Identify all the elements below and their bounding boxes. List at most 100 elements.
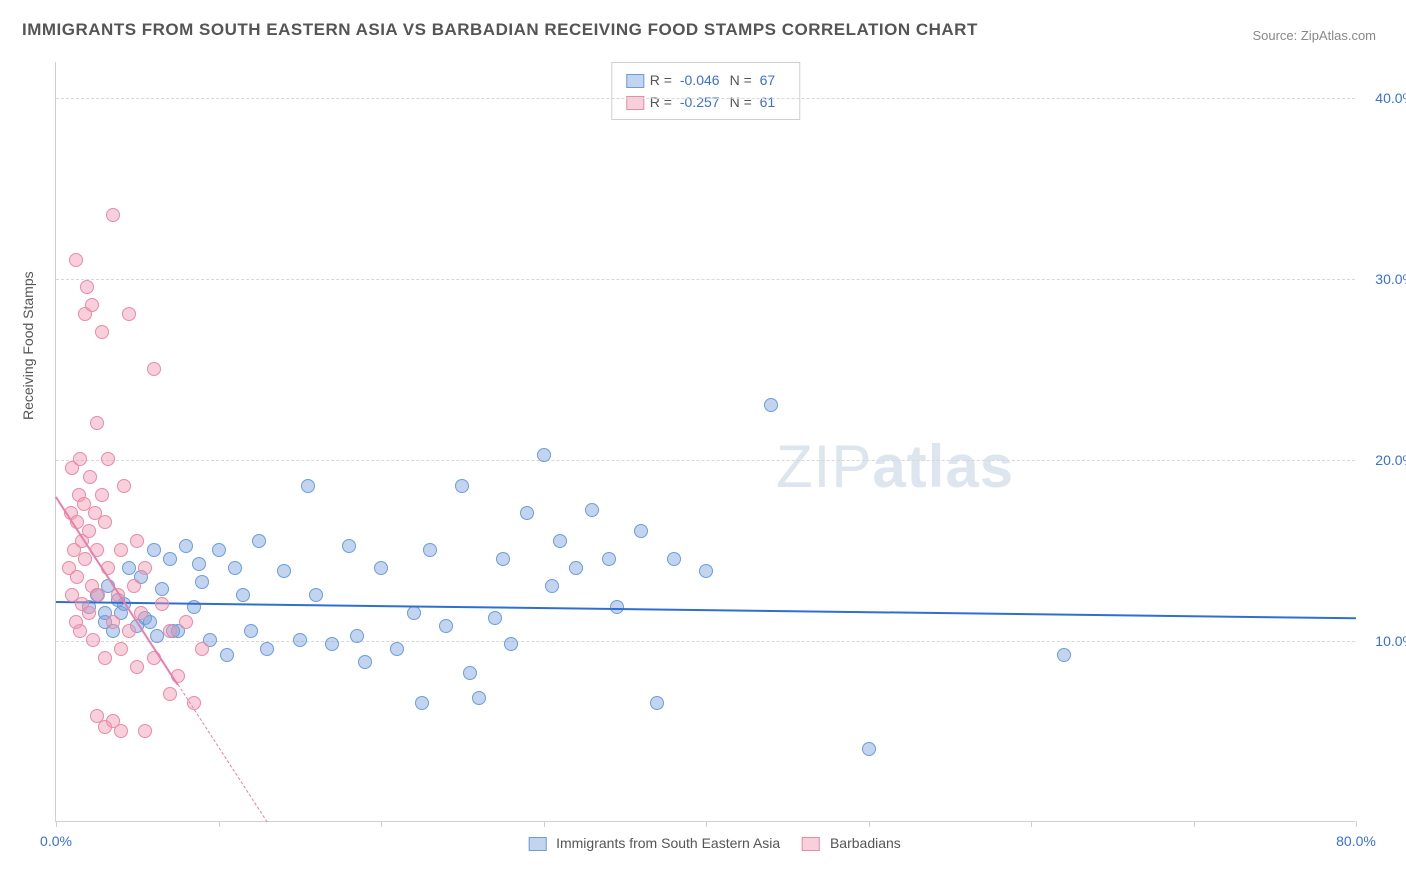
point-sea	[520, 506, 534, 520]
point-sea	[423, 543, 437, 557]
point-barb	[95, 325, 109, 339]
point-barb	[163, 624, 177, 638]
point-sea	[325, 637, 339, 651]
point-barb	[195, 642, 209, 656]
gridline	[56, 460, 1355, 461]
point-barb	[80, 280, 94, 294]
x-tick	[1356, 821, 1357, 827]
point-sea	[212, 543, 226, 557]
point-sea	[407, 606, 421, 620]
point-barb	[122, 307, 136, 321]
point-sea	[374, 561, 388, 575]
point-barb	[90, 709, 104, 723]
point-barb	[82, 606, 96, 620]
x-tick-label: 0.0%	[40, 833, 72, 849]
trendline-sea	[56, 601, 1356, 619]
point-sea	[764, 398, 778, 412]
gridline	[56, 641, 1355, 642]
point-barb	[127, 579, 141, 593]
point-sea	[862, 742, 876, 756]
point-sea	[277, 564, 291, 578]
point-sea	[1057, 648, 1071, 662]
point-sea	[667, 552, 681, 566]
point-sea	[342, 539, 356, 553]
point-sea	[439, 619, 453, 633]
point-barb	[95, 488, 109, 502]
point-sea	[236, 588, 250, 602]
point-sea	[350, 629, 364, 643]
point-barb	[98, 515, 112, 529]
x-tick	[1194, 821, 1195, 827]
chart-area: ZIPatlas R = -0.046N = 67R = -0.257N = 6…	[55, 62, 1355, 822]
gridline	[56, 279, 1355, 280]
legend-swatch	[528, 837, 546, 851]
point-barb	[70, 570, 84, 584]
legend-label: Barbadians	[826, 835, 901, 851]
point-sea	[634, 524, 648, 538]
correlation-legend: R = -0.046N = 67R = -0.257N = 61	[611, 62, 800, 120]
legend-row-sea: R = -0.046N = 67	[626, 69, 785, 91]
x-tick	[381, 821, 382, 827]
point-sea	[390, 642, 404, 656]
legend-swatch	[802, 837, 820, 851]
point-sea	[195, 575, 209, 589]
point-sea	[472, 691, 486, 705]
point-barb	[114, 642, 128, 656]
point-sea	[602, 552, 616, 566]
point-barb	[138, 561, 152, 575]
point-barb	[90, 416, 104, 430]
x-tick	[219, 821, 220, 827]
point-barb	[163, 687, 177, 701]
point-sea	[358, 655, 372, 669]
watermark: ZIPatlas	[776, 432, 1014, 501]
point-barb	[83, 470, 97, 484]
point-barb	[130, 660, 144, 674]
legend-label: Immigrants from South Eastern Asia	[552, 835, 784, 851]
point-barb	[98, 651, 112, 665]
x-tick	[706, 821, 707, 827]
point-barb	[106, 714, 120, 728]
point-sea	[309, 588, 323, 602]
watermark-bold: atlas	[872, 433, 1014, 500]
point-sea	[463, 666, 477, 680]
point-sea	[163, 552, 177, 566]
y-tick-label: 30.0%	[1375, 271, 1406, 287]
point-barb	[179, 615, 193, 629]
point-sea	[252, 534, 266, 548]
point-sea	[455, 479, 469, 493]
point-sea	[504, 637, 518, 651]
legend-row-barb: R = -0.257N = 61	[626, 91, 785, 113]
point-barb	[122, 624, 136, 638]
y-tick-label: 40.0%	[1375, 90, 1406, 106]
point-sea	[301, 479, 315, 493]
point-sea	[553, 534, 567, 548]
point-barb	[86, 633, 100, 647]
series-legend: Immigrants from South Eastern Asia Barba…	[510, 835, 901, 851]
point-sea	[244, 624, 258, 638]
point-sea	[569, 561, 583, 575]
x-tick	[544, 821, 545, 827]
point-sea	[155, 582, 169, 596]
point-barb	[91, 588, 105, 602]
point-barb	[69, 253, 83, 267]
point-sea	[585, 503, 599, 517]
point-sea	[220, 648, 234, 662]
point-sea	[496, 552, 510, 566]
point-barb	[130, 534, 144, 548]
y-tick-label: 10.0%	[1375, 633, 1406, 649]
y-tick-label: 20.0%	[1375, 452, 1406, 468]
point-barb	[138, 724, 152, 738]
point-barb	[114, 543, 128, 557]
x-tick	[56, 821, 57, 827]
point-barb	[73, 452, 87, 466]
point-sea	[260, 642, 274, 656]
x-tick-label: 80.0%	[1336, 833, 1376, 849]
point-barb	[101, 452, 115, 466]
point-sea	[545, 579, 559, 593]
gridline	[56, 98, 1355, 99]
point-barb	[106, 615, 120, 629]
point-barb	[147, 362, 161, 376]
point-sea	[179, 539, 193, 553]
y-axis-label: Receiving Food Stamps	[20, 271, 36, 420]
point-barb	[82, 524, 96, 538]
